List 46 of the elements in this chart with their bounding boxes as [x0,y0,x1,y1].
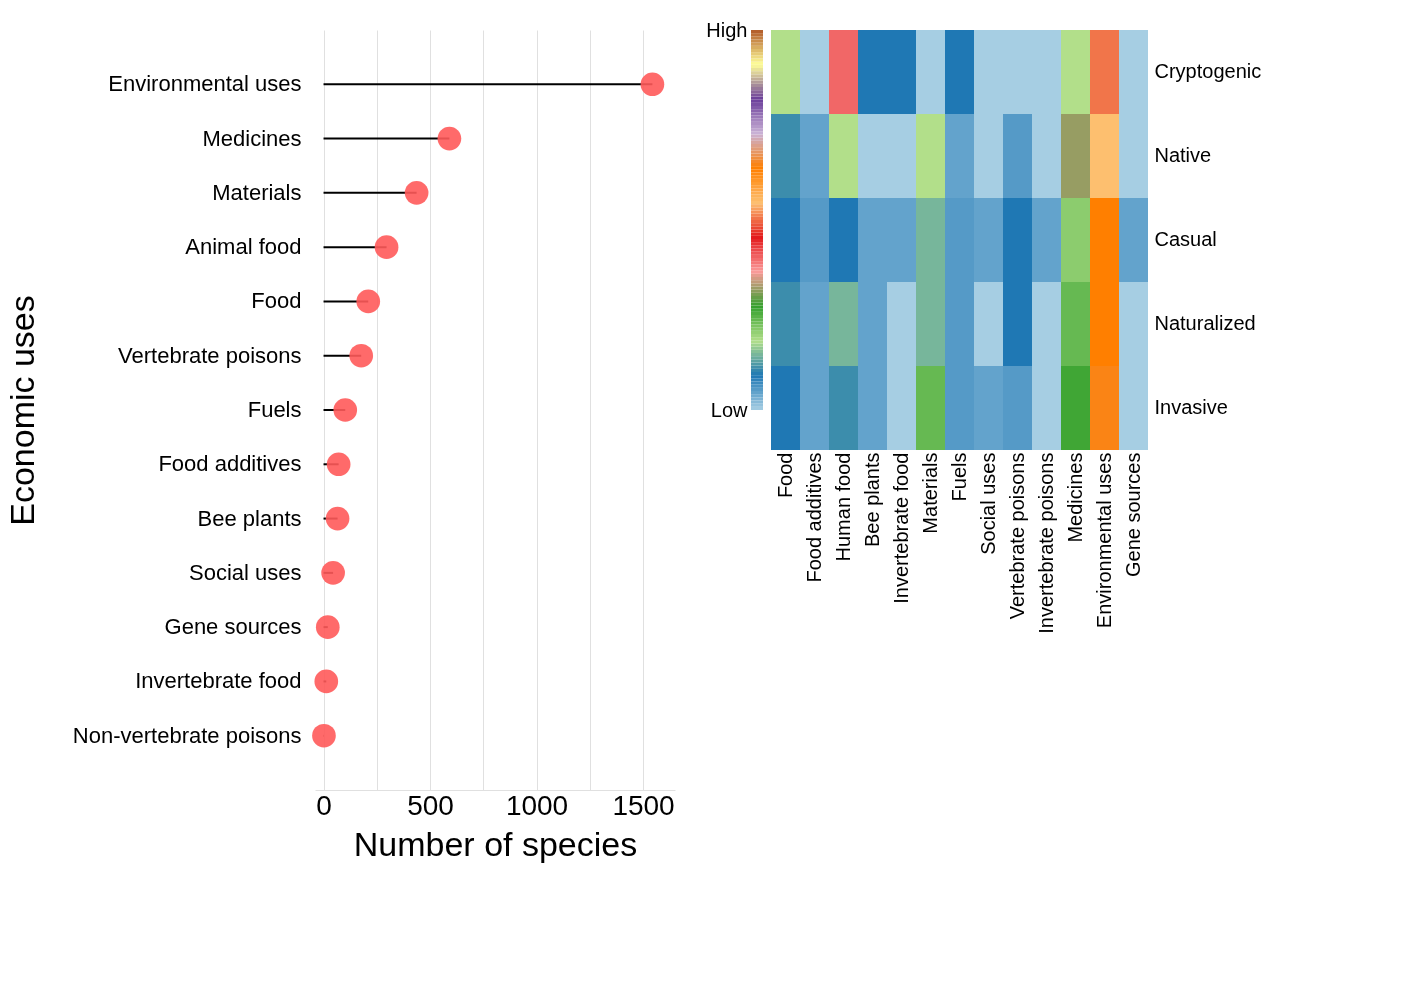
point [374,235,399,259]
x-tick-label: 500 [407,789,454,821]
y-tick-label: Cryptogenic [1154,60,1262,82]
point [321,561,345,585]
x-tick-label: Invertebrate poisons [1034,452,1057,634]
y-tick-label: Food [251,288,302,314]
y-tick-label: Fuels [247,397,302,422]
point [325,506,350,531]
color-bar-label: High [706,18,748,41]
y-tick-label: Non-vertebrate poisons [72,722,302,748]
x-tick-label: Vertebrate poisons [1005,452,1028,620]
x-tick-label: Bee plants [860,452,883,548]
x-tick-label: Medicines [1063,452,1086,543]
x-tick-label: 0 [316,789,332,821]
x-tick-label: 1500 [612,789,675,821]
x-axis-title: Number of species [353,824,638,863]
x-tick-label: 1000 [505,789,569,821]
point [356,289,381,314]
point [404,181,429,205]
point [437,126,462,151]
y-tick-label: Materials [212,179,302,205]
y-tick-label: Invasive [1154,396,1228,418]
y-tick-label: Invertebrate food [135,668,302,694]
y-tick-label: Animal food [185,234,302,260]
point [640,72,665,97]
x-tick-label: Food additives [802,452,825,583]
point [314,669,339,694]
x-tick-label: Social uses [976,452,999,555]
point [333,398,358,422]
y-axis-title: Economic uses [2,295,41,526]
point [312,723,336,748]
y-tick-label: Medicines [202,125,302,151]
y-tick-label: Naturalized [1154,312,1256,334]
y-tick-label: Vertebrate poisons [118,342,302,368]
point [315,615,340,639]
x-tick-label: Human food [831,452,854,562]
x-tick-label: Food [773,452,796,499]
y-tick-label: Native [1154,144,1212,166]
color-bar-label: Low [710,398,749,421]
x-tick-label: Invertebrate food [889,452,912,604]
y-tick-label: Environmental uses [108,71,302,97]
x-tick-label: Materials [918,452,941,534]
point [349,343,374,368]
point [326,452,351,477]
x-tick-label: Fuels [947,452,970,502]
y-tick-label: Casual [1154,228,1217,250]
